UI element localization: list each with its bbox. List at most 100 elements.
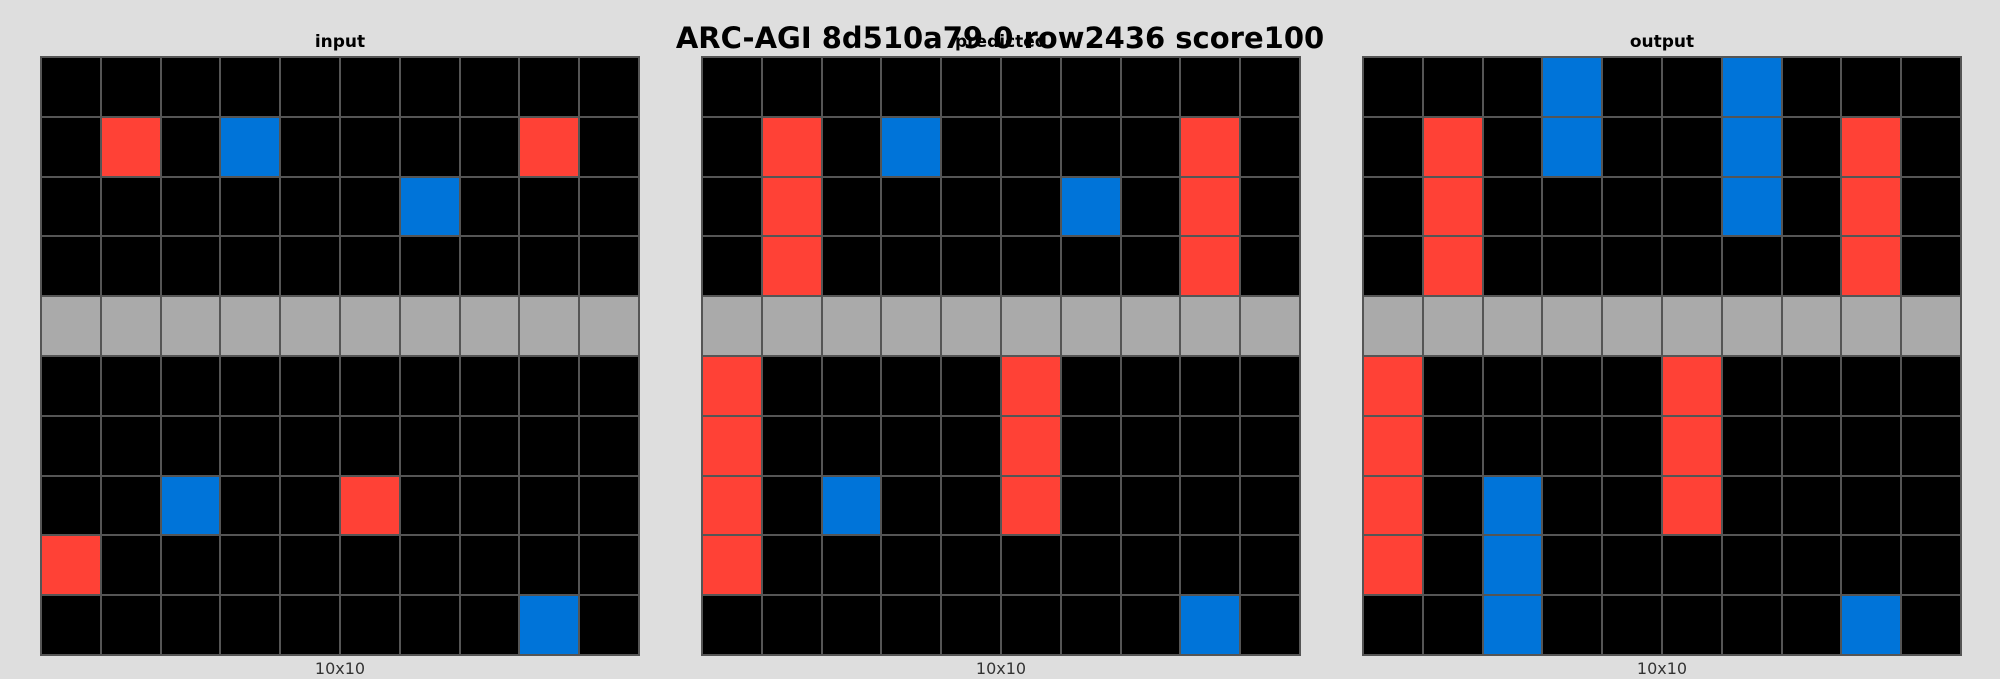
grid-cell (941, 355, 1001, 416)
grid-cell (41, 415, 101, 476)
grid-cell (1422, 475, 1483, 536)
grid-cell (761, 57, 822, 117)
grid-cell (519, 57, 580, 117)
grid-cell (761, 475, 822, 536)
grid-cell (1120, 116, 1181, 177)
grid-cell (702, 176, 762, 237)
grid-cell (1060, 415, 1121, 476)
grid-cell (1363, 57, 1423, 117)
grid-cell (1661, 535, 1722, 596)
grid-cell (1363, 236, 1423, 297)
grid-cell (399, 415, 460, 476)
grid-cell (1060, 296, 1121, 356)
grid-cell (1542, 57, 1603, 117)
grid-cell (1120, 595, 1181, 655)
grid-cell (1180, 116, 1241, 177)
grid-cell (579, 116, 639, 177)
grid-cell (1363, 595, 1423, 655)
grid-cell (941, 116, 1001, 177)
grid-cell (1721, 355, 1782, 416)
grid-cell (459, 415, 520, 476)
grid-cell (41, 475, 101, 536)
grid-cell (1602, 236, 1662, 297)
grid-cell (1240, 236, 1300, 297)
grid-cell (519, 475, 580, 536)
grid-cell (399, 236, 460, 297)
grid-cell (821, 535, 882, 596)
grid-cell (821, 296, 882, 356)
grid-cell (881, 116, 942, 177)
grid-cell (1120, 176, 1181, 237)
grid-cell (579, 415, 639, 476)
grid-cell (280, 116, 340, 177)
grid-cell (339, 236, 400, 297)
grid-cell (1482, 475, 1543, 536)
grid-cell (761, 296, 822, 356)
grid-cell (1721, 236, 1782, 297)
grid-cell (220, 355, 281, 416)
grid-cell (280, 355, 340, 416)
grid-cell (1661, 355, 1722, 416)
grid-cell (1180, 57, 1241, 117)
grid-cell (821, 415, 882, 476)
grid-cell (160, 116, 221, 177)
grid-cell (1781, 415, 1842, 476)
grid-cell (1000, 296, 1061, 356)
grid-cell (1901, 355, 1961, 416)
grid-cell (1482, 355, 1543, 416)
grid-cell (821, 176, 882, 237)
grid-cell (160, 296, 221, 356)
grid-cell (1602, 176, 1662, 237)
grid-cell (100, 296, 161, 356)
panel-title: input (314, 32, 366, 52)
grid-cell (1482, 116, 1543, 177)
grid-cell (1000, 236, 1061, 297)
grid-cell (941, 475, 1001, 536)
grid-cell (339, 415, 400, 476)
grid-cell (1901, 176, 1961, 237)
grid-cell (1661, 116, 1722, 177)
grid-cell (1661, 415, 1722, 476)
grid-cell (1721, 296, 1782, 356)
grid-cell (761, 236, 822, 297)
grid-cell (1721, 475, 1782, 536)
grid-cell (160, 176, 221, 237)
grid-cell (881, 475, 942, 536)
grid-cell (1120, 475, 1181, 536)
grid-cell (941, 296, 1001, 356)
grid-cell (941, 535, 1001, 596)
grid-cell (1422, 57, 1483, 117)
grid-cell (160, 535, 221, 596)
grid-cell (41, 236, 101, 297)
grid-cell (1422, 595, 1483, 655)
grid-cell (1422, 415, 1483, 476)
grid-cell (1422, 535, 1483, 596)
grid-cell (1363, 296, 1423, 356)
grid-cell (280, 415, 340, 476)
grid-cell (1120, 296, 1181, 356)
grid-cell (1542, 236, 1603, 297)
grid-cell (1602, 116, 1662, 177)
grid-cell (1482, 296, 1543, 356)
grid-cell (41, 57, 101, 117)
grid-cell (1240, 475, 1300, 536)
grid-cell (1721, 535, 1782, 596)
grid-cell (1542, 475, 1603, 536)
grid-cell (761, 415, 822, 476)
grid-cell (1901, 475, 1961, 536)
grid-cell (399, 57, 460, 117)
grid-cell (339, 176, 400, 237)
grid-cell (339, 535, 400, 596)
grid-cell (1240, 176, 1300, 237)
grid-cell (280, 595, 340, 655)
grid-cell (1602, 535, 1662, 596)
grid-cell (1000, 57, 1061, 117)
grid-cell (579, 176, 639, 237)
grid-cell (399, 535, 460, 596)
grid-cell (1542, 116, 1603, 177)
grid-cell (1240, 595, 1300, 655)
grid-cell (761, 595, 822, 655)
grid-cell (1901, 57, 1961, 117)
grid-cell (1000, 535, 1061, 596)
grid-cell (1060, 116, 1121, 177)
